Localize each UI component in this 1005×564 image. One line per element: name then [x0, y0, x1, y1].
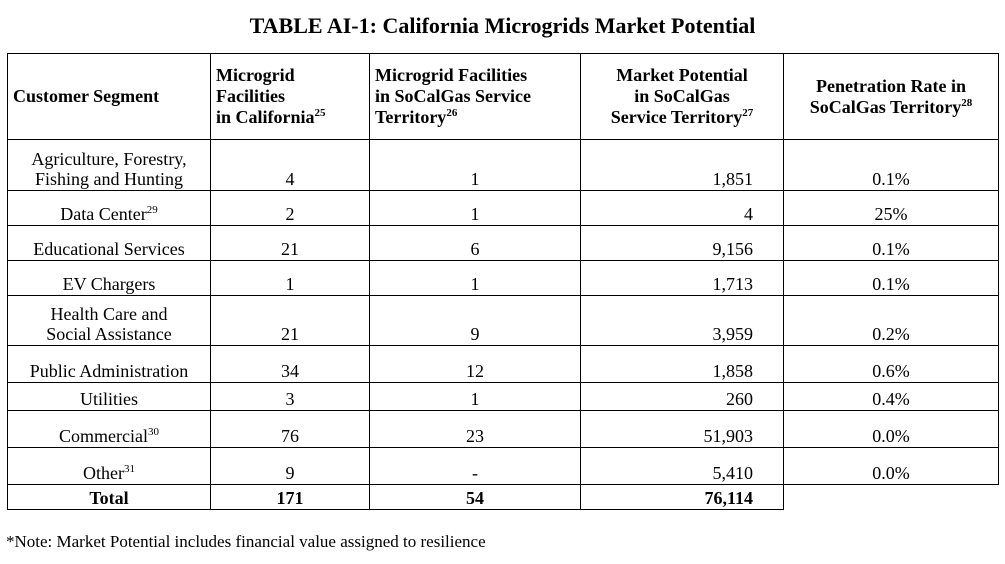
- market-potential-cell: 1,713: [580, 260, 784, 296]
- socalgas-cell: 1: [369, 139, 581, 191]
- socalgas-cell: 12: [369, 345, 581, 383]
- penetration-cell: 0.0%: [783, 410, 999, 448]
- header-market-potential: Market Potential in SoCalGas Service Terri…: [580, 53, 784, 140]
- ca-cell: 4: [210, 139, 370, 191]
- market-potential-cell: 3,959: [580, 295, 784, 346]
- ca-cell: 34: [210, 345, 370, 383]
- empty-cell: [784, 485, 999, 510]
- header-facilities-california: Microgrid Facilities in California25: [210, 53, 370, 140]
- ca-cell: 1: [210, 260, 370, 296]
- socalgas-cell: 1: [369, 260, 581, 296]
- ca-cell: 21: [210, 225, 370, 261]
- penetration-cell: 0.1%: [783, 225, 999, 261]
- penetration-cell: 25%: [783, 190, 999, 226]
- market-potential-cell: 4: [580, 190, 784, 226]
- segment-cell: Public Administration: [7, 345, 211, 383]
- total-ca-cell: 171: [210, 484, 370, 510]
- table-row: Health Care and Social Assistance 21 9 3,…: [7, 295, 999, 346]
- penetration-cell: 0.0%: [783, 447, 999, 485]
- market-potential-table: Customer Segment Microgrid Facilities in C…: [7, 53, 999, 510]
- segment-cell: Utilities: [7, 382, 211, 411]
- penetration-cell: 0.1%: [783, 260, 999, 296]
- penetration-cell: 0.6%: [783, 345, 999, 383]
- segment-cell: EV Chargers: [7, 260, 211, 296]
- market-potential-cell: 51,903: [580, 410, 784, 448]
- penetration-cell: 0.4%: [783, 382, 999, 411]
- ca-cell: 9: [210, 447, 370, 485]
- socalgas-cell: 6: [369, 225, 581, 261]
- table-row: Data Center29 2 1 4 25%: [7, 190, 999, 226]
- ca-cell: 3: [210, 382, 370, 411]
- market-potential-cell: 5,410: [580, 447, 784, 485]
- ca-cell: 21: [210, 295, 370, 346]
- total-market-potential-cell: 76,114: [580, 484, 784, 510]
- socalgas-cell: 1: [369, 382, 581, 411]
- market-potential-cell: 260: [580, 382, 784, 411]
- segment-cell: Other31: [7, 447, 211, 485]
- socalgas-cell: 1: [369, 190, 581, 226]
- header-facilities-socalgas: Microgrid Facilities in SoCalGas Service T…: [369, 53, 581, 140]
- table-row: Other31 9 - 5,410 0.0%: [7, 447, 999, 485]
- table-row: EV Chargers 1 1 1,713 0.1%: [7, 260, 999, 296]
- segment-cell: Data Center29: [7, 190, 211, 226]
- market-potential-cell: 9,156: [580, 225, 784, 261]
- table-row: Educational Services 21 6 9,156 0.1%: [7, 225, 999, 261]
- segment-cell: Commercial30: [7, 410, 211, 448]
- socalgas-cell: 23: [369, 410, 581, 448]
- total-socalgas-cell: 54: [369, 484, 581, 510]
- table-row: Public Administration 34 12 1,858 0.6%: [7, 345, 999, 383]
- table-row: Commercial30 76 23 51,903 0.0%: [7, 410, 999, 448]
- table-row: Utilities 3 1 260 0.4%: [7, 382, 999, 411]
- socalgas-cell: -: [369, 447, 581, 485]
- table-row: Agriculture, Forestry, Fishing and Huntin…: [7, 139, 999, 191]
- total-row: Total 171 54 76,114: [7, 484, 999, 510]
- header-customer-segment: Customer Segment: [7, 53, 211, 140]
- header-row: Customer Segment Microgrid Facilities in C…: [7, 53, 999, 140]
- header-penetration-rate: Penetration Rate in SoCalGas Territory28: [783, 53, 999, 140]
- market-potential-cell: 1,851: [580, 139, 784, 191]
- ca-cell: 2: [210, 190, 370, 226]
- page-title: TABLE AI-1: California Microgrids Market…: [249, 13, 756, 38]
- segment-cell: Health Care and Social Assistance: [7, 295, 211, 346]
- penetration-cell: 0.1%: [783, 139, 999, 191]
- socalgas-cell: 9: [369, 295, 581, 346]
- total-label: Total: [7, 484, 211, 510]
- segment-cell: Agriculture, Forestry, Fishing and Huntin…: [7, 139, 211, 191]
- market-potential-cell: 1,858: [580, 345, 784, 383]
- segment-cell: Educational Services: [7, 225, 211, 261]
- table-note: *Note: Market Potential includes financi…: [6, 532, 486, 551]
- penetration-cell: 0.2%: [783, 295, 999, 346]
- ca-cell: 76: [210, 410, 370, 448]
